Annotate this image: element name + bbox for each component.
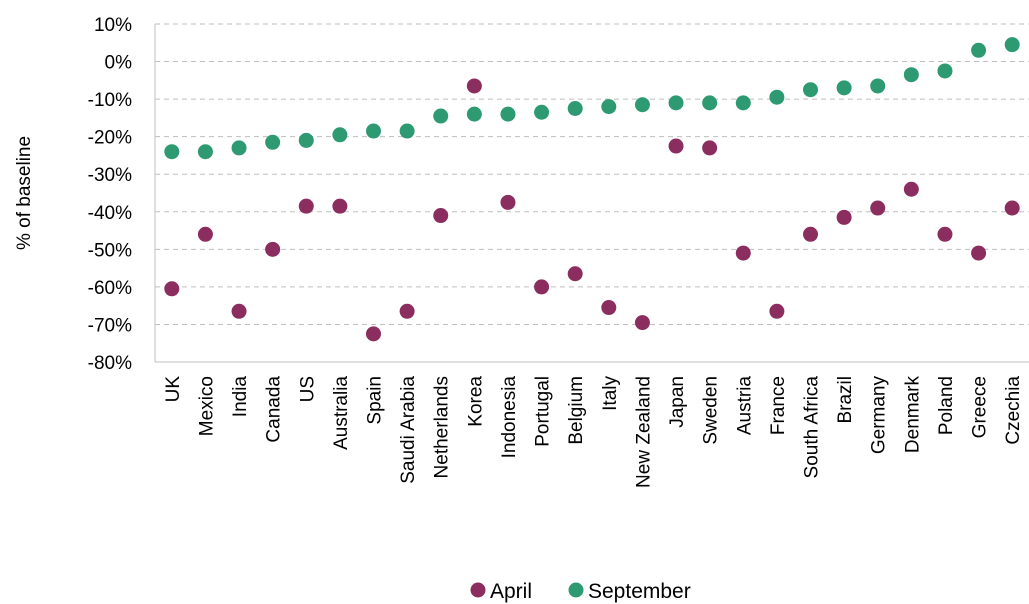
point-april-brazil: [836, 209, 852, 225]
point-september-france: [769, 89, 785, 105]
point-september-australia: [332, 127, 348, 143]
point-september-portugal: [534, 104, 550, 120]
point-september-korea: [466, 106, 482, 122]
x-tick-label: Belgium: [566, 376, 587, 445]
x-tick-label: Greece: [970, 376, 991, 438]
point-april-belgium: [567, 266, 583, 282]
point-april-korea: [466, 78, 482, 94]
y-tick-label: 10%: [94, 15, 132, 36]
point-april-sweden: [702, 140, 718, 156]
point-april-indonesia: [500, 194, 516, 210]
x-tick-label: Portugal: [533, 376, 554, 447]
point-september-japan: [668, 95, 684, 111]
x-tick-label: India: [230, 376, 251, 418]
x-tick-label: France: [768, 376, 789, 435]
x-axis-ticks: UK Mexico India Canada US Australia Spain Saudi…: [163, 376, 1024, 488]
x-tick-label: Japan: [667, 376, 688, 428]
point-september-us: [298, 132, 314, 148]
point-april-uk: [164, 281, 180, 297]
y-tick-label: -20%: [88, 128, 132, 149]
y-axis-title: % of baseline: [14, 136, 35, 250]
x-tick-label: Italy: [600, 376, 621, 411]
x-tick-label: Germany: [869, 376, 890, 455]
x-tick-label: Spain: [365, 376, 386, 425]
legend: April September: [470, 580, 691, 603]
point-april-netherlands: [433, 208, 449, 224]
x-tick-label: Saudi Arabia: [398, 376, 419, 484]
x-tick-label: Mexico: [196, 376, 217, 436]
point-september-belgium: [567, 101, 583, 116]
point-september-czechia: [1004, 37, 1020, 53]
point-september-india: [231, 140, 247, 156]
point-september-greece: [971, 42, 987, 58]
y-tick-label: -60%: [88, 278, 132, 299]
y-tick-label: -80%: [88, 353, 132, 374]
point-september-austria: [735, 95, 751, 111]
point-april-us: [298, 198, 314, 214]
x-tick-label: Denmark: [902, 376, 923, 454]
x-tick-label: Canada: [264, 376, 285, 443]
point-september-south-africa: [803, 82, 818, 98]
point-april-canada: [265, 241, 281, 257]
point-september-mexico: [197, 144, 213, 160]
x-tick-label: UK: [163, 376, 184, 403]
legend-marker: [470, 582, 486, 598]
point-september-indonesia: [500, 106, 516, 122]
y-tick-label: -10%: [88, 90, 132, 111]
legend-label: April: [490, 580, 532, 603]
point-september-poland: [937, 63, 953, 79]
legend-marker: [568, 582, 584, 598]
point-april-south-africa: [803, 226, 818, 242]
point-april-czechia: [1004, 200, 1020, 216]
y-axis-ticks: 10% 0% -10% -20% -30% -40% -50% -60% -70% -80%: [88, 15, 132, 374]
point-april-poland: [937, 226, 953, 242]
point-september-netherlands: [433, 108, 449, 124]
x-tick-label: Sweden: [701, 376, 722, 445]
x-tick-label: US: [297, 376, 318, 402]
point-april-germany: [870, 200, 886, 216]
point-april-mexico: [197, 226, 213, 242]
point-april-spain: [366, 326, 381, 342]
x-tick-label: Poland: [936, 376, 957, 435]
y-tick-label: 0%: [105, 53, 133, 74]
x-tick-label: New Zealand: [633, 376, 654, 488]
x-tick-label: Korea: [465, 376, 486, 427]
point-april-portugal: [534, 279, 550, 295]
point-september-italy: [601, 99, 617, 115]
point-september-brazil: [836, 80, 852, 96]
x-tick-label: Austria: [734, 376, 755, 436]
point-september-denmark: [903, 67, 919, 83]
gridlines: [154, 23, 1029, 363]
point-september-spain: [366, 123, 381, 139]
point-september-new-zealand: [634, 97, 650, 113]
point-september-sweden: [702, 95, 718, 111]
y-tick-label: -50%: [88, 240, 132, 261]
x-tick-label: Australia: [331, 376, 352, 450]
x-tick-label: Netherlands: [432, 376, 453, 478]
point-april-italy: [601, 300, 617, 316]
y-tick-label: -30%: [88, 165, 132, 186]
point-april-japan: [668, 138, 684, 154]
x-tick-label: Indonesia: [499, 376, 520, 459]
point-april-saudi-arabia: [399, 303, 415, 319]
point-april-austria: [735, 245, 751, 261]
point-april-australia: [332, 198, 348, 214]
point-april-greece: [971, 245, 987, 261]
point-april-india: [231, 303, 247, 319]
point-september-uk: [164, 144, 180, 160]
point-april-new-zealand: [634, 315, 650, 331]
legend-label: September: [588, 580, 691, 603]
data-points: [164, 37, 1020, 342]
point-september-canada: [265, 134, 281, 150]
point-september-saudi-arabia: [399, 123, 415, 139]
y-tick-label: -40%: [88, 203, 132, 224]
y-tick-label: -70%: [88, 315, 132, 336]
x-tick-label: Czechia: [1003, 376, 1024, 445]
point-april-france: [769, 303, 785, 319]
x-tick-label: South Africa: [802, 376, 823, 479]
point-september-germany: [870, 78, 886, 94]
x-tick-label: Brazil: [835, 376, 856, 424]
point-april-denmark: [903, 181, 919, 197]
